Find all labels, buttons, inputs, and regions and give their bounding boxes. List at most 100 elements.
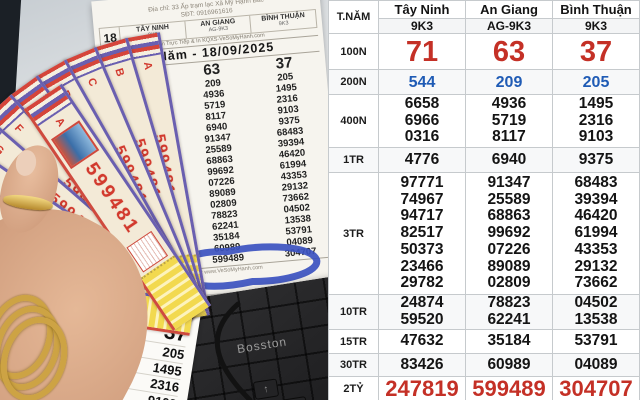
printed-result-sheet: Địa chỉ: 33 Ấp trạm lạc Xã Mỹ Hạnh Bắc S… bbox=[91, 0, 328, 303]
prize-number: 6966 bbox=[404, 111, 440, 129]
prize-number: 24874 bbox=[400, 294, 444, 312]
prize-label: 3TR bbox=[328, 172, 379, 295]
prize-row-10TR: 10TR 24874 59520 78823 62241 04502 13538 bbox=[328, 294, 640, 330]
prize-number: 6658 bbox=[404, 94, 440, 112]
prize-row-30TR: 30TR 83426 60989 04089 bbox=[328, 353, 640, 377]
prize-cell: 63 bbox=[465, 33, 553, 70]
prize-number: 61994 bbox=[574, 224, 618, 242]
prize-cell: 47632 bbox=[378, 329, 466, 354]
prize-number: 82517 bbox=[400, 224, 444, 242]
prize-number: 04502 bbox=[574, 294, 618, 312]
prize-number: 78823 bbox=[487, 294, 531, 312]
prize-number: 35184 bbox=[487, 332, 531, 350]
prize-cell: 83426 bbox=[378, 353, 466, 377]
province-name-1: An Giang bbox=[465, 0, 553, 19]
prize-cell: 4936 5719 8117 bbox=[465, 94, 553, 148]
prize-cell: 78823 62241 bbox=[465, 294, 553, 330]
prize-label: 1TR bbox=[328, 147, 379, 173]
arrow-up-key: ↑ bbox=[252, 378, 280, 400]
prize-cell: 1495 2316 9103 bbox=[552, 94, 640, 148]
prize-number: 4776 bbox=[404, 150, 440, 168]
province-code-0: 9K3 bbox=[378, 18, 466, 34]
prize-cell: 35184 bbox=[465, 329, 553, 354]
prize-cell: 68483 39394 46420 61994 43353 29132 73662 bbox=[552, 172, 640, 295]
results-table-head: T.NĂM Tây Ninh An Giang Bình Thuận 9K3 AG-9… bbox=[328, 0, 640, 34]
prize-label: 15TR bbox=[328, 329, 379, 354]
prize-number: 97771 bbox=[400, 173, 444, 191]
prize-cell: 599489 bbox=[465, 376, 553, 400]
lottery-photo: Địa chỉ: 33 Ấp trạm lạc Xã Mỹ Hạnh Bắc S… bbox=[0, 0, 328, 400]
prize-cell: 37 bbox=[552, 33, 640, 70]
prize-number: 91347 bbox=[487, 173, 531, 191]
prize-row-15TR: 15TR 47632 35184 53791 bbox=[328, 329, 640, 354]
prize-cell: 60989 bbox=[465, 353, 553, 377]
prize-row-2TỶ: 2TỶ 247819 599489 304707 bbox=[328, 376, 640, 400]
prize-row-100N: 100N 71 63 37 bbox=[328, 33, 640, 70]
province-name-2: Bình Thuận bbox=[552, 0, 640, 19]
prize-label: 2TỶ bbox=[328, 376, 379, 400]
prize-number: 37 bbox=[579, 35, 613, 68]
prize-cell: 04089 bbox=[552, 353, 640, 377]
ticket-series-letter: B bbox=[112, 67, 127, 79]
prize-number: 205 bbox=[582, 73, 610, 91]
prize-cell: 6940 bbox=[465, 147, 553, 173]
prize-number: 68863 bbox=[487, 207, 531, 225]
rubber-band bbox=[174, 243, 321, 290]
prize-number: 07226 bbox=[487, 240, 531, 258]
prize-row-200N: 200N 544 209 205 bbox=[328, 69, 640, 95]
results-table-body: 100N 71 63 37 200N 544 209 205 400N 6658 6966 0316 4… bbox=[328, 33, 640, 400]
prize-number: 68483 bbox=[574, 173, 618, 191]
prize-number: 209 bbox=[495, 73, 523, 91]
prize-number: 60989 bbox=[487, 355, 531, 373]
prize-cell: 04502 13538 bbox=[552, 294, 640, 330]
prize-number: 25589 bbox=[487, 190, 531, 208]
prize-row-400N: 400N 6658 6966 0316 4936 5719 8117 1495 2316 9103 bbox=[328, 94, 640, 148]
prize-number: 9375 bbox=[578, 150, 614, 168]
prize-number: 304707 bbox=[559, 376, 633, 400]
prize-cell: 24874 59520 bbox=[378, 294, 466, 330]
prize-number: 247819 bbox=[385, 376, 459, 400]
province-name-row: T.NĂM Tây Ninh An Giang Bình Thuận bbox=[328, 0, 640, 34]
prize-cell: 91347 25589 68863 99692 07226 89089 02809 bbox=[465, 172, 553, 295]
rubber-band-path bbox=[174, 243, 321, 290]
province-code-1: AG-9K3 bbox=[465, 18, 553, 34]
prize-number: 94717 bbox=[400, 207, 444, 225]
prize-number: 4936 bbox=[491, 94, 527, 112]
prize-number: 74967 bbox=[400, 190, 444, 208]
prize-number: 0316 bbox=[404, 128, 440, 146]
prize-number: 59520 bbox=[400, 311, 444, 328]
prize-number: 29132 bbox=[574, 257, 618, 275]
prize-number: 13538 bbox=[574, 311, 618, 328]
results-table-pane: T.NĂM Tây Ninh An Giang Bình Thuận 9K3 AG-9… bbox=[328, 0, 640, 400]
prize-number: 83426 bbox=[400, 355, 444, 373]
prize-cell: 4776 bbox=[378, 147, 466, 173]
prize-cell: 97771 74967 94717 82517 50373 23466 29782 bbox=[378, 172, 466, 295]
prize-label: 200N bbox=[328, 69, 379, 95]
prize-cell: 71 bbox=[378, 33, 466, 70]
prize-number: 63 bbox=[492, 35, 526, 68]
prize-number: 23466 bbox=[400, 257, 444, 275]
prize-label: 30TR bbox=[328, 353, 379, 377]
prize-cell: 6658 6966 0316 bbox=[378, 94, 466, 148]
prize-row-3TR: 3TR 97771 74967 94717 82517 50373 23466 29782 91… bbox=[328, 172, 640, 295]
prize-number: 71 bbox=[405, 35, 439, 68]
prize-number: 39394 bbox=[574, 190, 618, 208]
prize-number: 46420 bbox=[574, 207, 618, 225]
prize-label: 400N bbox=[328, 94, 379, 148]
prize-cell: 209 bbox=[465, 69, 553, 95]
ticket-series-letter: A bbox=[140, 60, 155, 71]
prize-number: 29782 bbox=[400, 274, 444, 292]
prize-number: 73662 bbox=[574, 274, 618, 292]
prize-number: 47632 bbox=[400, 332, 444, 350]
province-code-2: 9K3 bbox=[552, 18, 640, 34]
prize-label: 100N bbox=[328, 33, 379, 70]
prize-cell: 304707 bbox=[552, 376, 640, 400]
prize-number: 89089 bbox=[487, 257, 531, 275]
prize-label: 10TR bbox=[328, 294, 379, 330]
prize-number: 04089 bbox=[574, 355, 618, 373]
prize-cell: 9375 bbox=[552, 147, 640, 173]
prize-number: 6940 bbox=[491, 150, 527, 168]
prize-cell: 205 bbox=[552, 69, 640, 95]
prize-number: 1495 bbox=[578, 94, 614, 112]
ticket-series-letter: A bbox=[52, 115, 68, 129]
